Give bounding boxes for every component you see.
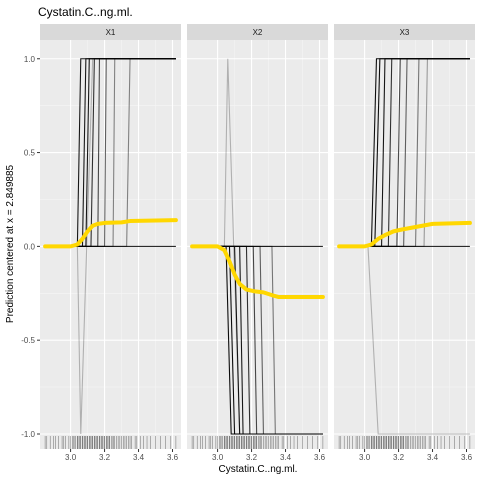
facet-panel-x3: X3 3.0 3.2 3.4 3.6 xyxy=(334,24,475,462)
x-tick-label: 3.6 xyxy=(167,453,179,462)
pdp-curve xyxy=(337,220,472,249)
facet-strip-label: X2 xyxy=(253,28,263,37)
facet-strip-label: X1 xyxy=(106,28,116,37)
chart-title: Cystatin.C..ng.ml. xyxy=(38,5,133,19)
facet-strip xyxy=(40,24,181,40)
facet-panel-x2: X2 3.0 3.2 3.4 3.6 xyxy=(187,24,328,462)
x-tick-label: 3.6 xyxy=(314,453,326,462)
pdp-curve xyxy=(43,218,178,249)
facet-panel-x1: X1 3.0 3.2 3.4 3.6 xyxy=(40,24,181,462)
y-tick-label: 0.0 xyxy=(24,242,36,251)
facet-strip xyxy=(334,24,475,40)
x-tick-label: 3.6 xyxy=(461,453,473,462)
facet-strip xyxy=(187,24,328,40)
pdp-curve xyxy=(190,244,325,300)
x-tick-label: 3.4 xyxy=(133,453,145,462)
x-axis-title: Cystatin.C..ng.ml. xyxy=(219,464,298,475)
y-tick-label: 1.0 xyxy=(24,55,36,64)
y-axis-title: Prediction centered at x = 2.849885 xyxy=(5,164,16,323)
x-tick-label: 3.2 xyxy=(393,453,405,462)
x-tick-label: 3.2 xyxy=(99,453,111,462)
x-tick-label: 3.0 xyxy=(65,453,77,462)
y-tick-label: -1.0 xyxy=(21,430,35,439)
x-tick-label: 3.0 xyxy=(212,453,224,462)
x-tick-label: 3.0 xyxy=(359,453,371,462)
x-tick-label: 3.4 xyxy=(280,453,292,462)
facet-strip-label: X3 xyxy=(400,28,410,37)
x-tick-label: 3.4 xyxy=(427,453,439,462)
y-tick-label: -0.5 xyxy=(21,336,35,345)
facet-panels: X1 3.0 3.2 3.4 3.6 X2 3.0 3.2 3.4 3.6 X3 3.0 3.2 3.4 3… xyxy=(40,24,475,462)
y-axis: -1.0 -0.5 0.0 0.5 1.0 xyxy=(21,55,40,439)
y-tick-label: 0.5 xyxy=(24,149,36,158)
x-tick-label: 3.2 xyxy=(246,453,258,462)
